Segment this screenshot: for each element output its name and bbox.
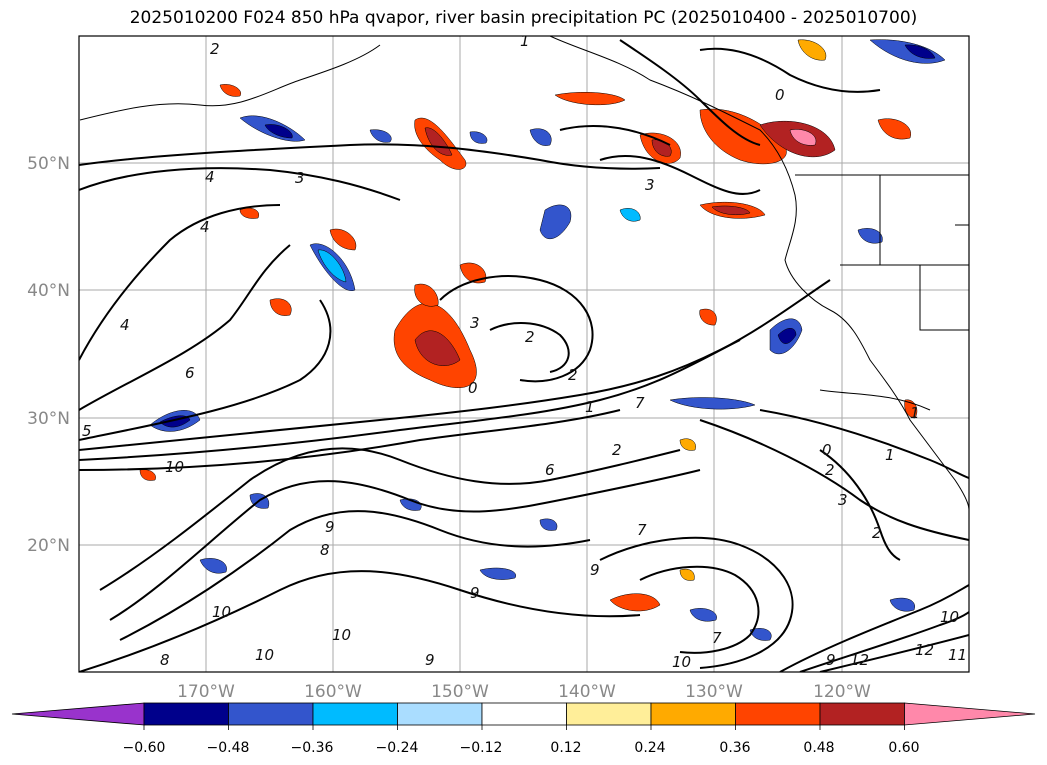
contour-label: 11	[948, 646, 967, 664]
colorbar-tick-label: −0.36	[291, 740, 334, 756]
contour-label: 4	[205, 168, 215, 186]
contour-labels: 2 1 0 3 4 4 3 4 2 3 2 1 0 6 5 10 10 8 9 …	[82, 32, 967, 671]
lon-label: 140°W	[558, 682, 616, 702]
contour-label: 6	[185, 364, 195, 382]
contour-label: 2	[612, 441, 622, 459]
longitude-labels: 170°W 160°W 150°W 140°W 130°W 120°W	[177, 682, 871, 702]
contour-label: 4	[120, 316, 130, 334]
colorbar-tick-label: −0.24	[376, 740, 419, 756]
contour-label: 0	[468, 379, 478, 397]
contour-label: 3	[295, 169, 305, 187]
contour-label: 7	[635, 394, 645, 412]
contour-label: 3	[470, 314, 480, 332]
contour-label: 1	[885, 446, 895, 464]
colorbar-tick-label: 0.12	[550, 740, 581, 756]
contour-label: 2	[825, 461, 835, 479]
contour-label: 9	[325, 518, 335, 536]
precip-shading	[139, 39, 946, 641]
colorbar-swatch	[312, 702, 398, 726]
contour-label: 2	[525, 328, 535, 346]
contour-label: 1	[520, 32, 530, 50]
contour-label: 10	[332, 626, 351, 644]
qvapor-contours	[79, 39, 969, 672]
contour-label: 10	[165, 458, 184, 476]
contour-label: 3	[838, 491, 848, 509]
colorbar-swatch	[735, 702, 821, 726]
colorbar-tick-label: −0.12	[460, 740, 503, 756]
contour-label: 7	[637, 521, 647, 539]
contour-label: 4	[200, 218, 210, 236]
contour-label: 6	[545, 461, 555, 479]
colorbar-tick-labels: −0.60 −0.48 −0.36 −0.24 −0.12 0.12 0.24 …	[123, 740, 920, 756]
lat-label: 40°N	[27, 281, 70, 301]
contour-label: 1	[910, 404, 920, 422]
lat-label: 30°N	[27, 409, 70, 429]
contour-label: 10	[212, 603, 231, 621]
colorbar-tick-label: −0.48	[207, 740, 250, 756]
contour-label: 10	[255, 646, 274, 664]
contour-label: 0	[822, 441, 832, 459]
colorbar-swatch	[819, 702, 905, 726]
colorbar	[11, 702, 1036, 730]
colorbar-extend-max	[904, 702, 1036, 726]
lat-label: 20°N	[27, 536, 70, 556]
lon-label: 150°W	[431, 682, 489, 702]
lon-label: 130°W	[685, 682, 743, 702]
lon-label: 160°W	[304, 682, 362, 702]
contour-label: 9	[590, 561, 600, 579]
lon-label: 120°W	[813, 682, 871, 702]
contour-label: 0	[775, 86, 785, 104]
colorbar-tick-label: −0.60	[123, 740, 166, 756]
contour-label: 2	[210, 40, 220, 58]
colorbar-swatch	[566, 702, 652, 726]
contour-label: 2	[568, 366, 578, 384]
lon-label: 170°W	[177, 682, 235, 702]
colorbar-extend-min	[11, 702, 145, 726]
contour-label: 10	[672, 653, 691, 671]
map-panel: 2 1 0 3 4 4 3 4 2 3 2 1 0 6 5 10 10 8 9 …	[79, 32, 969, 672]
contour-label: 3	[645, 176, 655, 194]
contour-label: 5	[82, 422, 92, 440]
coastlines	[79, 36, 969, 511]
contour-label: 12	[850, 651, 869, 669]
colorbar-swatch	[481, 702, 567, 726]
contour-label: 10	[940, 608, 959, 626]
contour-label: 9	[470, 584, 480, 602]
contour-label: 7	[712, 629, 722, 647]
colorbar-swatch	[143, 702, 229, 726]
contour-label: 12	[915, 641, 934, 659]
contour-label: 9	[425, 651, 435, 669]
colorbar-swatch	[228, 702, 314, 726]
contour-label: 9	[826, 651, 836, 669]
colorbar-tick-label: 0.48	[803, 740, 834, 756]
contour-label: 8	[160, 651, 170, 669]
latitude-labels: 50°N 40°N 30°N 20°N	[27, 154, 70, 556]
contour-label: 1	[585, 398, 595, 416]
colorbar-tick-label: 0.24	[634, 740, 665, 756]
colorbar-tick-label: 0.36	[719, 740, 750, 756]
map-frame	[78, 35, 970, 673]
contour-label: 8	[320, 541, 330, 559]
colorbar-tick-label: 0.60	[888, 740, 919, 756]
colorbar-swatch	[397, 702, 483, 726]
contour-label: 2	[872, 524, 882, 542]
map-title: 2025010200 F024 850 hPa qvapor, river ba…	[129, 8, 918, 28]
colorbar-swatch	[650, 702, 736, 726]
lat-label: 50°N	[27, 154, 70, 174]
